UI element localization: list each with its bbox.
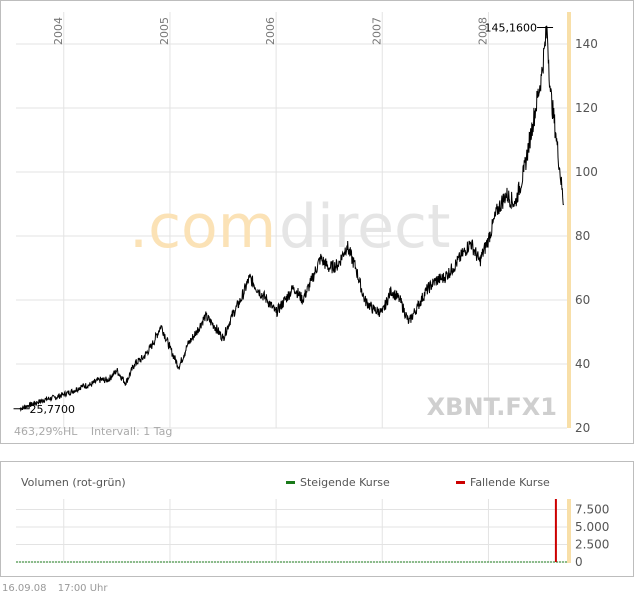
- y-tick-label: 120: [575, 101, 598, 115]
- footer: 16.09.08 17:00 Uhr: [2, 583, 115, 594]
- legend-rising: Steigende Kurse: [286, 476, 390, 489]
- volume-chart: 0 2.500 5.000 7.500: [16, 499, 609, 569]
- volume-y-tick-label: 2.500: [575, 538, 609, 552]
- price-chart-panel: .com direct 2004 2005 2006 2007 2008 20 40 60 8…: [0, 0, 634, 444]
- stats-bar: 463,29%HL Intervall: 1 Tag: [14, 425, 182, 438]
- x-tick-label: 2005: [158, 17, 171, 45]
- x-tick-label: 2004: [52, 17, 65, 45]
- price-series-line: [19, 25, 565, 412]
- change-text: 463,29%HL: [14, 425, 78, 438]
- high-label: 145,1600: [485, 21, 538, 34]
- watermark-com: .com: [129, 192, 276, 262]
- low-label: 25,7700: [30, 403, 76, 416]
- y-tick-label: 40: [575, 357, 590, 371]
- y-tick-label: 60: [575, 293, 590, 307]
- legend-falling: Fallende Kurse: [456, 476, 550, 489]
- volume-y-tick-label: 0: [575, 555, 583, 569]
- footer-time: 17:00 Uhr: [57, 583, 108, 594]
- legend-falling-swatch: [456, 480, 465, 484]
- x-tick-label: 2007: [370, 17, 383, 45]
- volume-title: Volumen (rot-grün): [21, 476, 126, 489]
- legend-rising-swatch: [286, 480, 295, 484]
- y-tick-label: 20: [575, 421, 590, 435]
- volume-y-tick-label: 5.000: [575, 520, 609, 534]
- footer-date: 16.09.08: [2, 583, 47, 594]
- symbol-label: XBNT.FX1: [427, 393, 557, 421]
- y-tick-label: 140: [575, 37, 598, 51]
- volume-chart-panel: Volumen (rot-grün) Steigende Kurse Falle…: [0, 461, 634, 577]
- price-chart: .com direct 2004 2005 2006 2007 2008 20 40 60 8…: [13, 12, 598, 435]
- legend-falling-label: Fallende Kurse: [470, 476, 550, 489]
- volume-spike-bar: [554, 499, 557, 562]
- watermark-direct: direct: [279, 192, 451, 262]
- interval-text: Intervall: 1 Tag: [90, 425, 173, 438]
- legend-rising-label: Steigende Kurse: [300, 476, 390, 489]
- y-axis-band: [567, 12, 571, 428]
- y-tick-label: 100: [575, 165, 598, 179]
- x-tick-label: 2006: [264, 17, 277, 45]
- y-tick-label: 80: [575, 229, 590, 243]
- volume-y-tick-label: 7.500: [575, 503, 609, 517]
- x-tick-label: 2008: [476, 17, 489, 45]
- volume-y-axis-band: [567, 499, 571, 563]
